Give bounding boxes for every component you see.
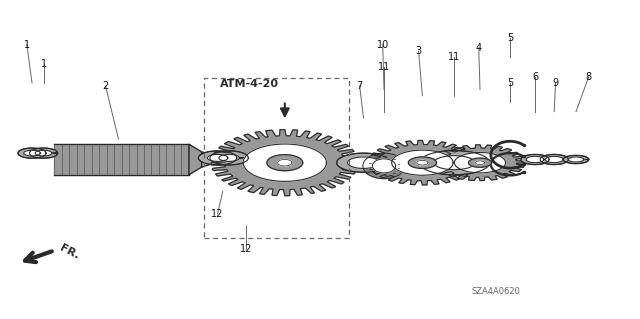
- Polygon shape: [348, 157, 380, 168]
- Text: 2: 2: [102, 81, 109, 91]
- Polygon shape: [363, 153, 405, 179]
- Polygon shape: [278, 160, 292, 166]
- Polygon shape: [219, 154, 239, 161]
- Polygon shape: [368, 140, 477, 185]
- Text: 1: 1: [40, 59, 47, 69]
- Polygon shape: [419, 151, 490, 175]
- Text: 9: 9: [552, 78, 559, 88]
- Polygon shape: [468, 158, 492, 167]
- Polygon shape: [435, 145, 525, 181]
- Polygon shape: [202, 152, 211, 167]
- Polygon shape: [545, 156, 563, 163]
- Polygon shape: [18, 148, 46, 158]
- Polygon shape: [476, 161, 484, 165]
- Text: SZA4A0620: SZA4A0620: [472, 287, 520, 296]
- Text: 10: 10: [376, 40, 389, 50]
- Text: ATM-4-20: ATM-4-20: [220, 79, 279, 89]
- Polygon shape: [210, 151, 248, 165]
- Polygon shape: [211, 130, 358, 196]
- Polygon shape: [521, 154, 549, 165]
- Polygon shape: [24, 150, 40, 156]
- Polygon shape: [568, 157, 584, 162]
- Polygon shape: [198, 151, 237, 165]
- Polygon shape: [563, 155, 589, 164]
- Text: 11: 11: [448, 52, 461, 63]
- Text: 3: 3: [415, 46, 422, 56]
- Text: 6: 6: [532, 71, 538, 82]
- Text: 7: 7: [356, 81, 363, 91]
- Polygon shape: [35, 150, 52, 156]
- Polygon shape: [417, 160, 428, 165]
- Text: 4: 4: [476, 43, 482, 53]
- Text: 5: 5: [507, 33, 513, 43]
- Polygon shape: [408, 157, 436, 168]
- Text: 12: 12: [211, 209, 224, 219]
- Text: 1: 1: [24, 40, 30, 50]
- Polygon shape: [189, 144, 202, 175]
- Polygon shape: [526, 156, 544, 163]
- Text: 12: 12: [240, 244, 253, 254]
- Polygon shape: [540, 154, 568, 165]
- Text: FR.: FR.: [58, 243, 81, 261]
- Polygon shape: [29, 148, 58, 158]
- Polygon shape: [372, 159, 396, 173]
- Polygon shape: [207, 154, 228, 161]
- Polygon shape: [392, 150, 453, 175]
- Text: 8: 8: [586, 71, 592, 82]
- Polygon shape: [243, 144, 326, 181]
- Polygon shape: [337, 153, 390, 172]
- Text: 5: 5: [507, 78, 513, 88]
- Polygon shape: [454, 152, 506, 173]
- Polygon shape: [267, 155, 303, 171]
- Text: 11: 11: [378, 62, 390, 72]
- Polygon shape: [434, 156, 475, 170]
